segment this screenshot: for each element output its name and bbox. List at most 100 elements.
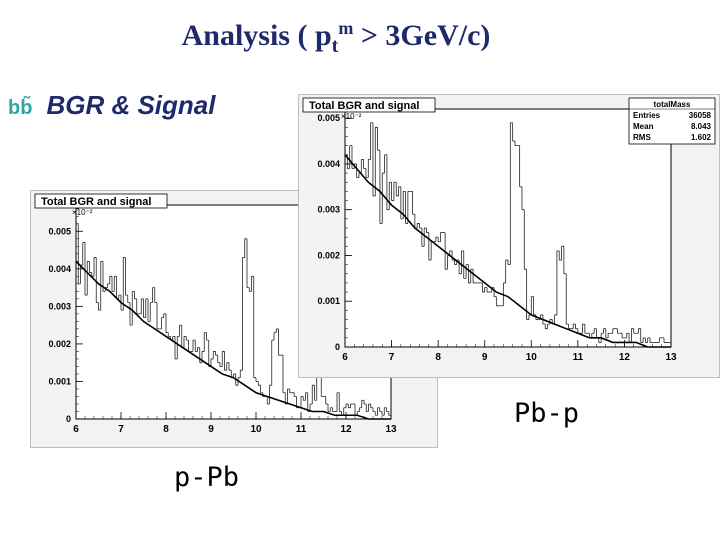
histogram-bin	[363, 400, 367, 405]
stats-key: Entries	[633, 111, 661, 120]
histogram-bin	[421, 228, 425, 247]
y-tick-label: 0.001	[317, 296, 340, 306]
histogram-bin	[416, 223, 420, 228]
y-tick-label: 0.002	[48, 339, 71, 349]
histogram-bin	[127, 295, 130, 304]
histogram-bin	[154, 287, 157, 304]
subtitle: bb̃ BGR & Signal	[8, 90, 215, 121]
histogram-bin	[412, 191, 415, 215]
histogram-bin	[633, 328, 637, 334]
chart-panel-pbp: Total BGR and signal ×10⁻² 0 0.001 0.002 0.00…	[298, 94, 720, 378]
subtitle-text: BGR & Signal	[46, 90, 216, 120]
y-tick-label: 0.003	[48, 301, 71, 311]
chart-pbp-svg: Total BGR and signal×10⁻² 0 0.001 0.002 0.00…	[302, 97, 716, 363]
histogram-bin	[359, 407, 362, 412]
histogram-bin	[269, 384, 272, 404]
label-pbp: Pb-p	[514, 398, 580, 429]
histogram-bin	[271, 339, 274, 386]
y-tick-label: 0.004	[48, 264, 71, 274]
histogram-bin	[219, 362, 223, 367]
label-ppb: p-Pb	[174, 462, 240, 493]
histogram-bin	[113, 275, 117, 292]
histogram-bin	[575, 324, 578, 330]
stats-box: totalMass Entries 36058 Mean 8.043 RMS 1.602	[628, 97, 716, 145]
histogram-bin	[210, 358, 214, 367]
histogram-bin	[440, 232, 443, 242]
histogram-bin	[125, 257, 128, 296]
histogram-bin	[109, 275, 112, 284]
histogram-bin	[565, 273, 569, 325]
histogram-bin	[111, 276, 115, 292]
x-tick-label: 9	[482, 352, 488, 363]
histogram-bin	[381, 411, 385, 416]
x-tick-label: 6	[342, 352, 348, 363]
x-tick-label: 10	[526, 352, 538, 363]
slide-title: Analysis ( ptm > 3GeV/c)	[0, 18, 672, 58]
x-tick-label: 9	[208, 424, 214, 435]
x-tick-label: 8	[163, 424, 169, 435]
histogram-bin	[255, 377, 259, 382]
histogram-bin	[626, 332, 630, 338]
histogram-bin	[572, 323, 576, 329]
stats-value: 1.602	[691, 133, 712, 142]
chart-title: Total BGR and signal	[309, 100, 419, 112]
x-tick-label: 8	[435, 352, 441, 363]
x-tick-label: 13	[665, 352, 677, 363]
stats-name: totalMass	[654, 100, 691, 109]
histogram-bin	[289, 388, 292, 394]
y-tick-label: 0.001	[48, 376, 71, 386]
histogram-bin	[332, 407, 335, 412]
histogram-bin	[495, 296, 499, 307]
histogram-bin	[451, 250, 455, 261]
histogram-bin	[372, 122, 376, 197]
histogram-bin	[278, 328, 281, 356]
histogram-bin	[612, 328, 616, 334]
x-tick-label: 10	[250, 424, 262, 435]
histogram-bin	[226, 362, 229, 371]
x-tick-label: 7	[389, 352, 395, 363]
y-tick-label: 0.004	[317, 159, 340, 169]
histogram-bin	[156, 302, 160, 330]
stats-key: RMS	[633, 133, 651, 142]
x-tick-label: 6	[73, 424, 79, 435]
title-text-pre: Analysis ( p	[181, 19, 332, 52]
plot-frame	[344, 108, 672, 348]
histogram-bin	[554, 314, 557, 325]
histogram-bin	[563, 246, 567, 275]
histogram-bin	[336, 392, 340, 412]
histogram-bin	[203, 332, 207, 352]
histogram-bin	[647, 337, 651, 343]
histogram-bin	[642, 337, 646, 343]
x-tick-label: 7	[118, 424, 124, 435]
histogram-bin	[347, 403, 351, 409]
histogram-bin	[486, 287, 490, 293]
histogram-bin	[437, 237, 441, 243]
histogram-bin	[212, 351, 216, 359]
histogram-bin	[260, 385, 263, 394]
y-tick-label: 0.005	[317, 113, 340, 123]
histogram-bin	[361, 399, 364, 408]
histogram-bin	[481, 282, 485, 293]
subtitle-bb-symbol: bb̃	[8, 97, 33, 119]
histogram-bin	[377, 127, 380, 151]
stats-value: 8.043	[691, 122, 712, 131]
x-tick-label: 11	[296, 424, 307, 435]
histogram-bin	[174, 336, 178, 360]
histogram-bin	[215, 351, 218, 356]
exponent-label: ×10⁻²	[72, 208, 93, 217]
histogram-bin	[305, 392, 308, 401]
histogram-bin	[649, 337, 653, 343]
title-text-post: > 3GeV/c)	[353, 19, 491, 52]
histogram-bin	[593, 328, 597, 334]
histogram-bin	[345, 403, 349, 408]
histogram-bin	[621, 333, 625, 339]
histogram-bin	[282, 355, 286, 394]
histogram-bin	[239, 369, 243, 378]
histogram-bin	[388, 411, 391, 416]
histogram-bin	[350, 403, 353, 408]
histogram-bin	[374, 411, 378, 416]
histogram-bin	[89, 261, 92, 273]
histogram-bin	[617, 328, 620, 334]
histogram-bin	[638, 328, 641, 334]
x-tick-label: 12	[619, 352, 631, 363]
